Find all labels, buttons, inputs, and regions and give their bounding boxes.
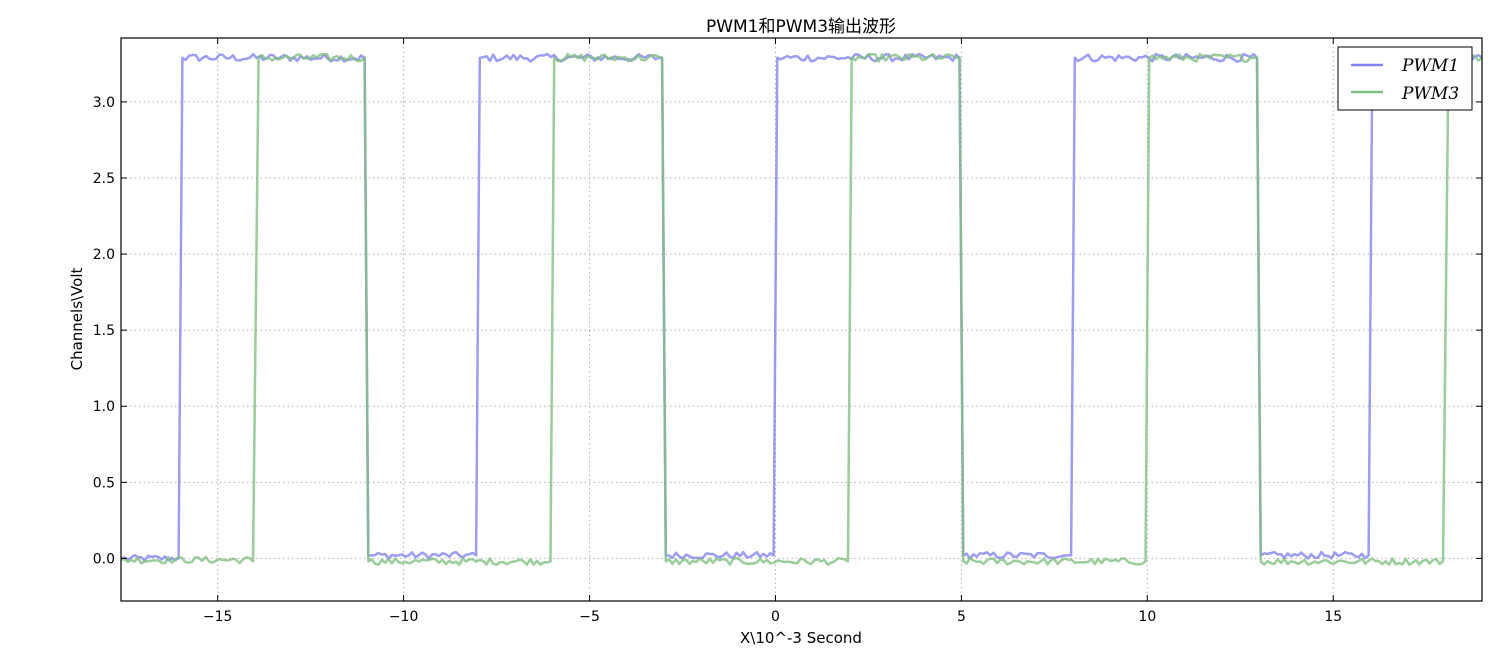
chart-title: PWM1和PWM3输出波形 bbox=[706, 17, 896, 37]
x-axis-label: X\10^-3 Second bbox=[740, 629, 862, 647]
y-tick-label: 1.0 bbox=[93, 399, 115, 415]
x-tick-label: −10 bbox=[389, 609, 419, 625]
plot-frame bbox=[120, 37, 1483, 602]
legend-label-pwm3: PWM3 bbox=[1401, 84, 1459, 104]
x-tick-label: 15 bbox=[1324, 609, 1342, 625]
series-line-pwm1 bbox=[120, 52, 1483, 562]
y-tick-label: 0.0 bbox=[93, 551, 115, 567]
axis-ticks: −15 −10 −5 0 5 10 15 0.0 0.5 1.0 1.5 2.0 2.5 3.0 bbox=[93, 38, 1482, 625]
legend-box bbox=[1337, 46, 1473, 111]
x-tick-label: −5 bbox=[579, 609, 600, 625]
y-tick-label: 1.5 bbox=[93, 323, 115, 339]
legend-label-pwm1: PWM1 bbox=[1401, 56, 1459, 76]
y-tick-label: 0.5 bbox=[93, 475, 115, 491]
x-tick-label: 0 bbox=[771, 609, 780, 625]
x-tick-label: −15 bbox=[203, 609, 233, 625]
y-tick-label: 2.5 bbox=[93, 171, 115, 187]
grid-lines bbox=[121, 38, 1482, 601]
legend: PWM1 PWM3 bbox=[1337, 46, 1473, 111]
x-tick-label: 10 bbox=[1138, 609, 1156, 625]
series-lines bbox=[120, 52, 1483, 566]
y-axis-label: Channels\Volt bbox=[68, 267, 86, 370]
y-tick-label: 2.0 bbox=[93, 247, 115, 263]
y-tick-label: 3.0 bbox=[93, 95, 115, 111]
x-tick-label: 5 bbox=[957, 609, 966, 625]
series-line-pwm3 bbox=[120, 52, 1483, 566]
